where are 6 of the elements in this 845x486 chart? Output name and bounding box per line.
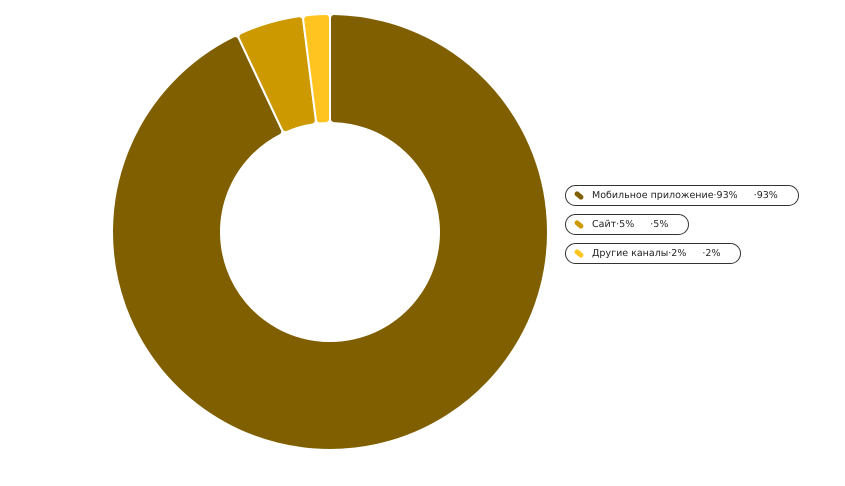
- legend-label: Сайт·5%: [592, 219, 634, 230]
- legend-label: Другие каналы·2%: [592, 248, 686, 259]
- data-label: ·2%: [702, 248, 720, 259]
- data-label: ·93%: [754, 190, 778, 201]
- data-label: ·5%: [650, 219, 668, 230]
- legend-label: Мобильное приложение·93%: [592, 190, 738, 201]
